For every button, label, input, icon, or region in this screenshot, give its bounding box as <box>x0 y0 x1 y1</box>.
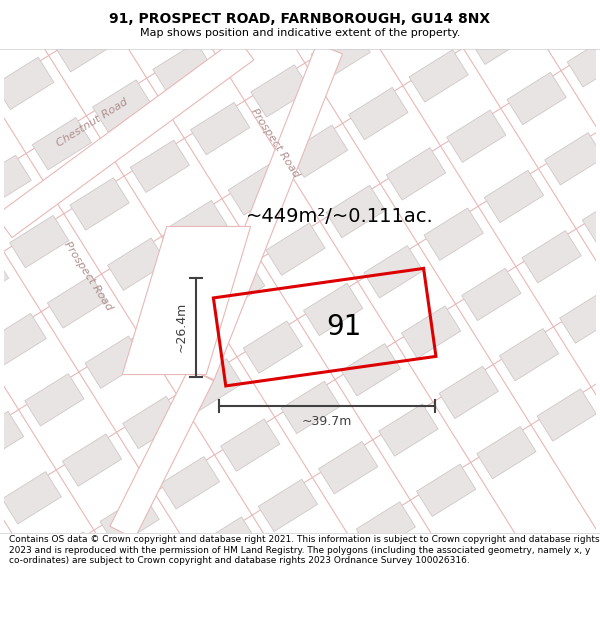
Text: Chestnut Road: Chestnut Road <box>55 97 130 149</box>
Polygon shape <box>537 389 596 441</box>
Polygon shape <box>462 268 521 321</box>
Polygon shape <box>281 381 340 434</box>
Polygon shape <box>10 216 69 268</box>
Polygon shape <box>560 291 600 343</box>
Polygon shape <box>191 102 250 155</box>
Polygon shape <box>319 441 378 494</box>
Polygon shape <box>386 148 446 200</box>
Polygon shape <box>304 283 363 336</box>
Polygon shape <box>447 110 506 162</box>
Polygon shape <box>364 246 423 298</box>
Polygon shape <box>0 253 8 306</box>
Polygon shape <box>522 231 581 283</box>
Polygon shape <box>567 34 600 87</box>
Polygon shape <box>598 351 600 404</box>
Polygon shape <box>0 38 254 238</box>
Polygon shape <box>379 404 438 456</box>
Polygon shape <box>259 479 317 531</box>
Polygon shape <box>168 201 227 252</box>
Polygon shape <box>356 502 415 554</box>
Polygon shape <box>153 42 212 94</box>
Polygon shape <box>409 50 468 102</box>
Polygon shape <box>47 276 107 328</box>
Polygon shape <box>439 366 499 419</box>
Polygon shape <box>213 4 272 57</box>
Polygon shape <box>371 0 431 42</box>
Polygon shape <box>2 472 61 524</box>
Polygon shape <box>32 118 92 170</box>
Text: ~449m²/~0.111ac.: ~449m²/~0.111ac. <box>245 207 433 226</box>
Polygon shape <box>85 336 144 388</box>
Polygon shape <box>0 58 54 109</box>
Polygon shape <box>296 539 355 592</box>
Text: 91: 91 <box>327 313 362 341</box>
Polygon shape <box>145 298 205 351</box>
Polygon shape <box>188 44 343 379</box>
Polygon shape <box>0 155 31 208</box>
Polygon shape <box>416 464 476 516</box>
Text: 91, PROSPECT ROAD, FARNBOROUGH, GU14 8NX: 91, PROSPECT ROAD, FARNBOROUGH, GU14 8NX <box>109 12 491 26</box>
Polygon shape <box>0 0 16 49</box>
Text: Prospect Road: Prospect Road <box>249 106 301 179</box>
Polygon shape <box>228 162 287 215</box>
Polygon shape <box>583 193 600 245</box>
Polygon shape <box>62 434 122 486</box>
Polygon shape <box>100 494 160 547</box>
Polygon shape <box>92 80 152 132</box>
Text: ~26.4m: ~26.4m <box>175 302 187 352</box>
Polygon shape <box>243 321 302 373</box>
Polygon shape <box>122 396 182 449</box>
Polygon shape <box>289 125 348 177</box>
Polygon shape <box>251 65 310 117</box>
Polygon shape <box>545 132 600 185</box>
Polygon shape <box>401 306 461 358</box>
Polygon shape <box>484 170 544 222</box>
Polygon shape <box>507 72 566 124</box>
Polygon shape <box>70 177 129 230</box>
Polygon shape <box>266 223 325 276</box>
Polygon shape <box>349 88 408 140</box>
Text: ~39.7m: ~39.7m <box>302 415 352 428</box>
Polygon shape <box>0 313 46 366</box>
Text: Contains OS data © Crown copyright and database right 2021. This information is : Contains OS data © Crown copyright and d… <box>9 535 599 565</box>
Polygon shape <box>469 12 529 64</box>
Polygon shape <box>221 419 280 471</box>
Polygon shape <box>206 261 265 313</box>
Polygon shape <box>341 344 400 396</box>
Text: Prospect Road: Prospect Road <box>62 239 114 312</box>
Text: Map shows position and indicative extent of the property.: Map shows position and indicative extent… <box>140 28 460 38</box>
Polygon shape <box>25 374 84 426</box>
Polygon shape <box>499 329 559 381</box>
Polygon shape <box>326 186 385 238</box>
Polygon shape <box>0 411 23 464</box>
Polygon shape <box>183 359 242 411</box>
Polygon shape <box>477 426 536 479</box>
Polygon shape <box>107 238 167 291</box>
Polygon shape <box>424 208 484 260</box>
Polygon shape <box>198 517 257 569</box>
Polygon shape <box>130 140 190 192</box>
Polygon shape <box>40 532 99 584</box>
Polygon shape <box>55 19 114 72</box>
Polygon shape <box>160 457 220 509</box>
Polygon shape <box>122 226 251 374</box>
Polygon shape <box>311 27 370 79</box>
Polygon shape <box>110 368 214 539</box>
